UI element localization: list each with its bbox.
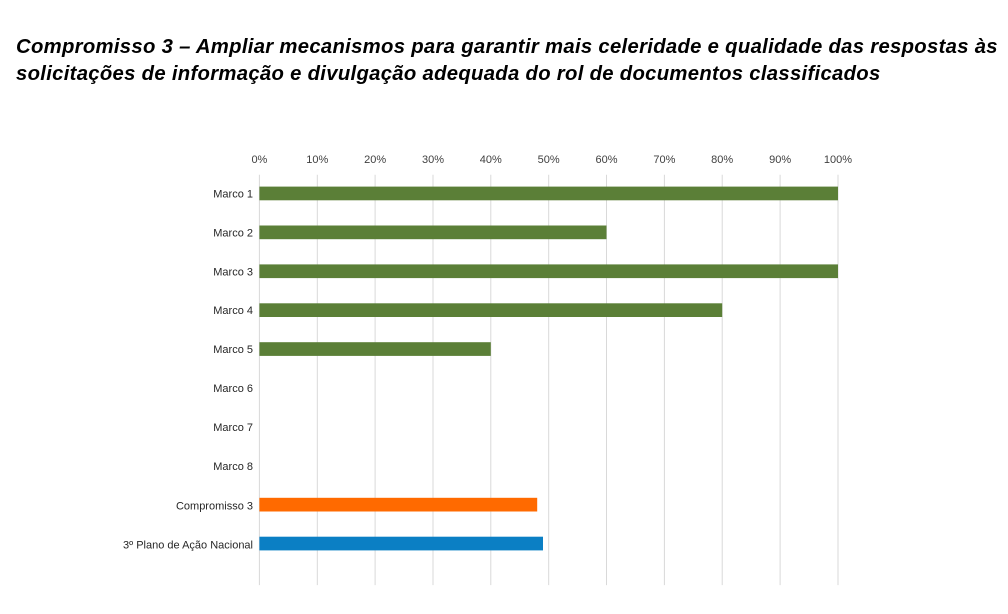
svg-text:50%: 50% — [538, 154, 560, 166]
svg-text:3º Plano de Ação Nacional: 3º Plano de Ação Nacional — [123, 540, 253, 552]
svg-text:20%: 20% — [364, 154, 386, 166]
svg-text:0%: 0% — [251, 154, 267, 166]
svg-text:Marco 8: Marco 8 — [213, 461, 253, 473]
svg-text:40%: 40% — [480, 154, 502, 166]
svg-text:10%: 10% — [306, 154, 328, 166]
svg-text:30%: 30% — [422, 154, 444, 166]
svg-text:Compromisso 3: Compromisso 3 — [176, 501, 253, 513]
svg-text:Marco 3: Marco 3 — [213, 266, 253, 278]
svg-text:Marco 1: Marco 1 — [213, 189, 253, 201]
svg-text:Marco 6: Marco 6 — [213, 383, 253, 395]
svg-text:60%: 60% — [595, 154, 617, 166]
svg-text:80%: 80% — [711, 154, 733, 166]
svg-text:Marco 5: Marco 5 — [213, 344, 253, 356]
svg-text:Marco 2: Marco 2 — [213, 227, 253, 239]
svg-text:Marco 7: Marco 7 — [213, 422, 253, 434]
svg-text:90%: 90% — [769, 154, 791, 166]
svg-text:Marco 4: Marco 4 — [213, 305, 253, 317]
svg-text:100%: 100% — [824, 154, 852, 166]
svg-text:70%: 70% — [653, 154, 675, 166]
